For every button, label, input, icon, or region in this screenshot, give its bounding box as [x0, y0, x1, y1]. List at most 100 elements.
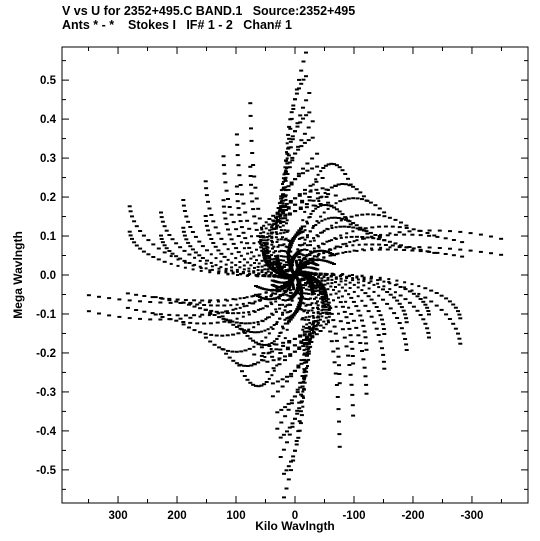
uv-point [350, 404, 355, 407]
uv-point [342, 336, 347, 339]
uv-point [238, 363, 243, 366]
uv-point [302, 302, 306, 305]
uv-point [264, 221, 268, 224]
uv-point [252, 255, 256, 258]
uv-point [281, 313, 284, 316]
uv-point [264, 304, 268, 307]
uv-point [323, 283, 327, 286]
uv-point [204, 267, 208, 270]
uv-point [247, 227, 252, 230]
uv-point [328, 305, 332, 308]
uv-point [270, 374, 274, 377]
uv-point [314, 273, 318, 276]
uv-point [346, 197, 351, 200]
uv-point [182, 259, 187, 262]
uv-point [293, 130, 297, 133]
uv-point [316, 244, 320, 247]
uv-point [245, 334, 250, 337]
uv-point [334, 226, 338, 229]
uv-point [334, 276, 338, 279]
uv-point [425, 306, 430, 309]
uv-point [296, 430, 301, 433]
uv-point [351, 319, 356, 322]
uv-point [284, 198, 288, 201]
uv-point [272, 260, 276, 263]
uv-point [195, 322, 200, 325]
uv-point [356, 278, 360, 281]
uv-point [282, 292, 286, 295]
uv-point [349, 313, 354, 315]
uv-point [337, 283, 341, 286]
uv-point [226, 248, 230, 251]
uv-point [268, 229, 272, 232]
uv-point [332, 288, 335, 291]
uv-point [338, 225, 343, 228]
uv-point [312, 279, 316, 282]
uv-point [208, 322, 213, 325]
uv-point [385, 302, 390, 305]
uv-point [263, 356, 267, 358]
uv-point [247, 322, 252, 325]
uv-point [281, 210, 286, 213]
uv-point [308, 253, 311, 256]
uv-point [302, 297, 306, 300]
uv-point [245, 330, 250, 333]
uv-point [279, 288, 282, 291]
uv-point [314, 224, 318, 226]
uv-point [288, 127, 293, 130]
uv-point [294, 92, 299, 95]
uv-point [301, 236, 305, 239]
uv-point [306, 303, 309, 306]
uv-point [315, 220, 319, 223]
uv-point [162, 225, 167, 228]
uv-point [282, 289, 286, 292]
uv-point [134, 309, 139, 311]
uv-point [266, 238, 270, 241]
uv-point [354, 188, 359, 191]
uv-point [302, 349, 306, 352]
uv-point [231, 242, 236, 245]
y-tick-label: 0.5 [40, 75, 57, 87]
uv-point [281, 236, 284, 239]
uv-point [278, 213, 282, 216]
uv-point [279, 217, 283, 220]
uv-point [281, 183, 284, 185]
uv-point [243, 211, 248, 214]
uv-point [343, 216, 348, 219]
uv-point [198, 331, 203, 334]
uv-point [285, 348, 290, 351]
uv-point [281, 180, 285, 183]
uv-point [317, 275, 321, 278]
uv-point [407, 290, 412, 293]
uv-point [274, 250, 277, 253]
uv-point [259, 343, 264, 346]
uv-point [264, 381, 269, 383]
uv-point [236, 207, 241, 210]
uv-point [312, 239, 316, 242]
uv-point [215, 321, 220, 324]
uv-point [334, 281, 337, 284]
uv-point [290, 299, 294, 302]
uv-point [297, 346, 302, 349]
uv-point [302, 284, 305, 286]
uv-point [284, 204, 288, 207]
uv-point [364, 392, 369, 395]
uv-point [307, 196, 312, 198]
uv-point [224, 223, 229, 226]
uv-point [382, 239, 387, 242]
uv-point [263, 268, 267, 271]
uv-point [285, 375, 289, 378]
uv-point [367, 287, 371, 290]
uv-point [164, 229, 169, 232]
uv-point [283, 299, 287, 302]
uv-point [307, 298, 311, 301]
uv-point [402, 233, 407, 236]
uv-point [306, 260, 310, 262]
uv-point [388, 307, 393, 310]
uv-point [249, 139, 254, 142]
uv-point [272, 228, 277, 230]
uv-point [287, 260, 291, 263]
uv-point [381, 288, 385, 291]
uv-point [456, 332, 460, 335]
uv-point [260, 226, 263, 229]
